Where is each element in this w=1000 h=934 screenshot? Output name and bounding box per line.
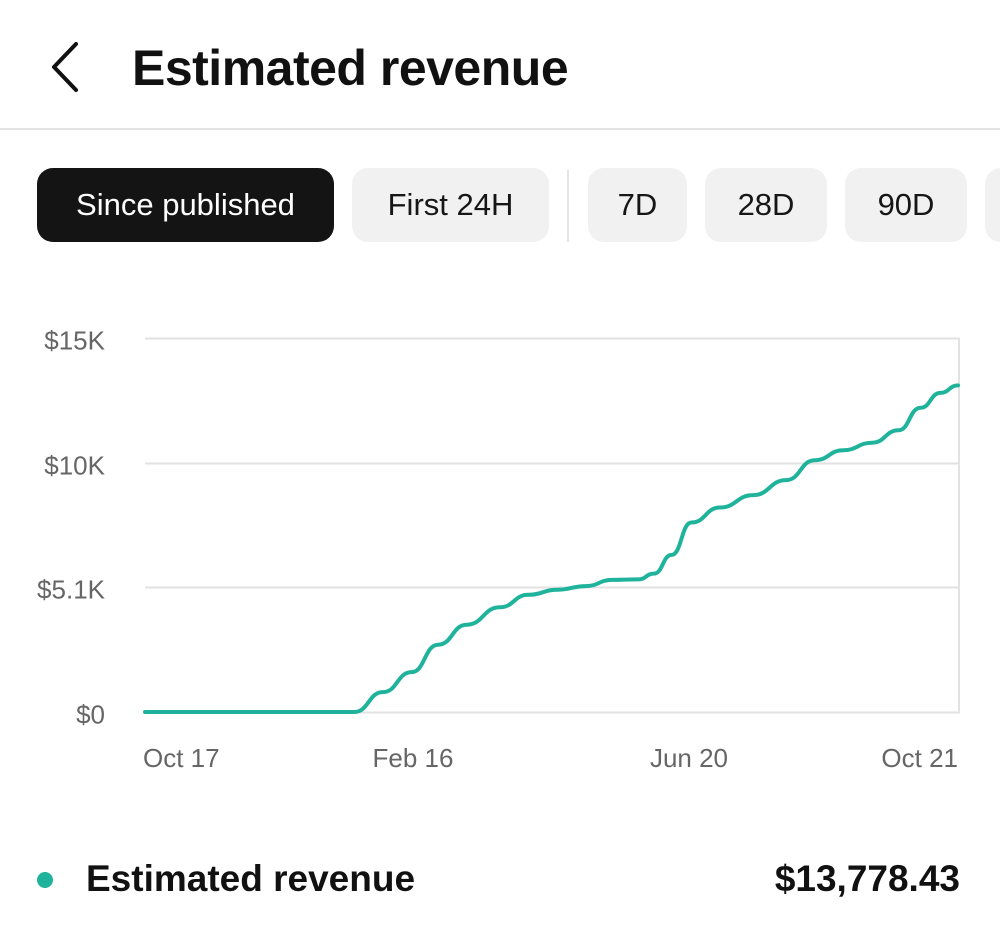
legend-series-label: Estimated revenue: [86, 858, 416, 899]
filter-divider: [567, 170, 569, 242]
chevron-left-icon: [52, 42, 78, 92]
back-button[interactable]: [36, 34, 96, 100]
revenue-chart: $0 $5.1K $10K $15K Oct 17 Feb 16 Jun 20 Oct 21: [0, 310, 1000, 790]
filter-since-published-chip[interactable]: Since published: [37, 168, 334, 242]
header: Estimated revenue: [0, 0, 1000, 130]
x-tick-label: Oct 21: [881, 743, 958, 773]
y-tick-label: $15K: [44, 326, 105, 356]
y-tick-label: $0: [76, 700, 105, 730]
filter-90d-chip[interactable]: 90D: [845, 168, 967, 242]
revenue-series-line: [143, 383, 960, 715]
total-revenue-value: $13,778.43: [774, 858, 960, 899]
page-title: Estimated revenue: [132, 40, 569, 96]
filter-more-chip[interactable]: [985, 168, 1000, 242]
y-tick-label: $10K: [44, 451, 105, 481]
filter-28d-chip[interactable]: 28D: [705, 168, 827, 242]
x-tick-label: Oct 17: [143, 743, 220, 773]
chart-legend: Estimated revenue $13,778.43: [0, 846, 1000, 910]
series-color-dot: [37, 872, 53, 888]
filter-7d-chip[interactable]: 7D: [588, 168, 687, 242]
x-tick-label: Feb 16: [373, 743, 454, 773]
time-range-filter: Since published First 24H 7D 28D 90D: [0, 168, 1000, 244]
filter-first-24h-chip[interactable]: First 24H: [352, 168, 549, 242]
x-tick-label: Jun 20: [650, 743, 728, 773]
y-tick-label: $5.1K: [37, 575, 106, 605]
revenue-line-chart: $0 $5.1K $10K $15K Oct 17 Feb 16 Jun 20 Oct 21: [37, 326, 960, 773]
